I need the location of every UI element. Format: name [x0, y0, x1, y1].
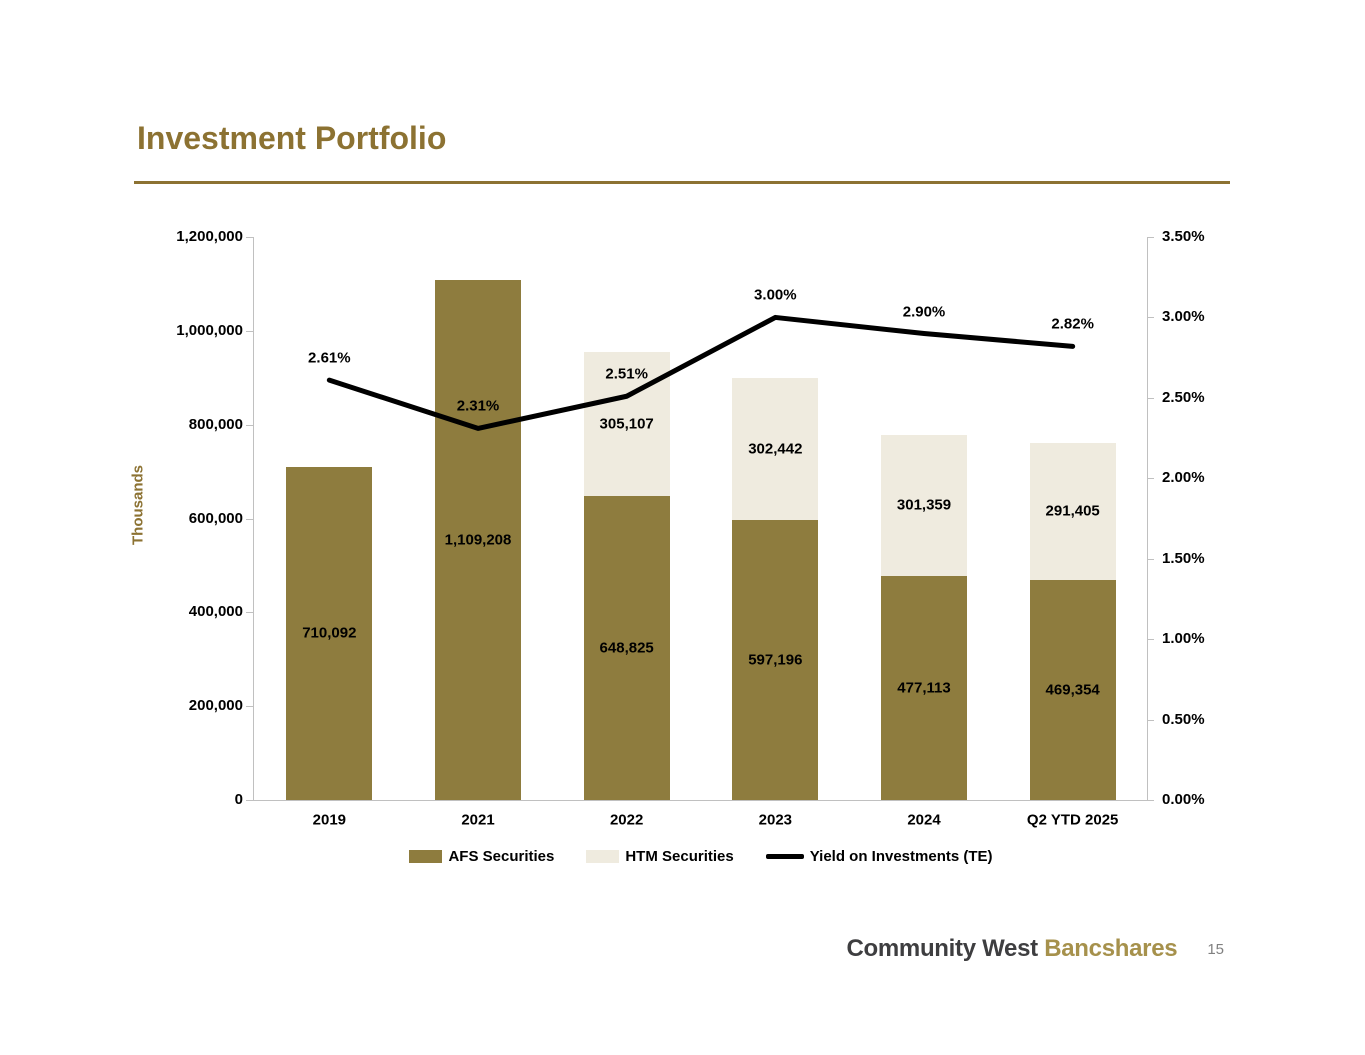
- afs-legend-label: AFS Securities: [448, 848, 555, 865]
- afs-value-label: 469,354: [1045, 681, 1100, 699]
- afs-value-label: 477,113: [897, 679, 951, 697]
- right-axis-tick: [1147, 800, 1154, 801]
- left-axis-tick-label: 1,000,000: [176, 321, 243, 339]
- x-axis-label: Q2 YTD 2025: [1026, 811, 1119, 829]
- right-axis-line: [1147, 237, 1148, 800]
- htm-bar: [1029, 443, 1116, 580]
- right-axis-tick-label: 0.00%: [1162, 791, 1205, 808]
- x-axis-label: 2024: [907, 811, 941, 829]
- afs-value-label: 1,109,208: [444, 531, 512, 549]
- legend-item-yield: Yield on Investments (TE): [765, 848, 993, 865]
- right-axis-tick: [1147, 478, 1154, 480]
- page-title: Investment Portfolio: [137, 120, 447, 156]
- left-axis-tick: [246, 800, 253, 801]
- htm-value-label: 291,405: [1045, 502, 1100, 520]
- left-axis-tick-label: 200,000: [188, 697, 243, 715]
- afs-bar: [732, 519, 819, 800]
- right-axis-tick-label: 3.50%: [1162, 228, 1205, 245]
- htm-bar: [881, 434, 967, 577]
- afs-bar: [286, 466, 373, 800]
- right-axis-tick: [1147, 317, 1154, 319]
- left-axis-tick: [246, 424, 253, 426]
- afs-bar: [881, 576, 967, 800]
- yield-point-label: 2.31%: [456, 397, 500, 415]
- legend-item-afs: AFS Securities: [409, 848, 554, 865]
- brand-secondary: Bancshares: [1044, 935, 1178, 962]
- afs-bar: [583, 495, 670, 800]
- htm-value-label: 301,359: [896, 496, 952, 514]
- left-axis-tick-label: 0: [234, 791, 243, 808]
- afs-value-label: 597,196: [748, 651, 803, 669]
- yield-point-label: 2.82%: [1051, 315, 1094, 333]
- yield-point-label: 2.51%: [605, 365, 648, 383]
- htm-value-label: 305,107: [599, 415, 654, 433]
- htm-legend-label: HTM Securities: [625, 848, 734, 865]
- afs-series-swatch: [409, 850, 443, 863]
- page-number: 15: [1207, 940, 1224, 958]
- htm-series-swatch: [586, 850, 620, 863]
- right-axis-tick-label: 2.00%: [1162, 469, 1205, 487]
- x-axis-label: 2019: [312, 811, 347, 829]
- brand-primary: Community West: [846, 935, 1038, 962]
- footer: Community West Bancshares 15: [846, 935, 1224, 963]
- x-axis-label: 2023: [758, 811, 793, 829]
- bottom-axis-line: [253, 800, 1147, 801]
- left-axis-tick-label: 400,000: [188, 603, 243, 621]
- yield-point-label: 3.00%: [754, 286, 797, 304]
- title-rule: [134, 181, 1230, 184]
- right-axis-tick: [1147, 558, 1154, 560]
- legend-item-htm: HTM Securities: [586, 848, 734, 865]
- left-axis-tick-label: 1,200,000: [176, 228, 243, 245]
- left-axis-line: [253, 237, 254, 800]
- left-axis-tick-label: 600,000: [188, 509, 243, 527]
- left-axis-tick: [246, 518, 253, 520]
- chart-legend: AFS Securities HTM Securities Yield on I…: [255, 848, 1147, 865]
- left-axis-tick: [246, 237, 253, 238]
- yield-point-label: 2.61%: [308, 349, 351, 367]
- right-axis-tick: [1147, 639, 1154, 641]
- htm-value-label: 302,442: [748, 440, 803, 458]
- afs-value-label: 648,825: [599, 639, 654, 657]
- left-axis-tick: [246, 612, 253, 614]
- left-axis-tick: [246, 706, 253, 708]
- right-axis-tick-label: 1.00%: [1162, 630, 1205, 648]
- x-axis-label: 2022: [609, 811, 644, 829]
- afs-value-label: 710,092: [302, 624, 357, 642]
- right-axis-tick-label: 3.00%: [1162, 308, 1205, 326]
- yield-series-swatch: [765, 854, 804, 859]
- right-axis-tick: [1147, 237, 1154, 238]
- right-axis-tick-label: 1.50%: [1162, 549, 1205, 567]
- yield-point-label: 2.90%: [902, 303, 946, 320]
- right-axis-tick: [1147, 719, 1154, 721]
- afs-bar: [1029, 579, 1116, 800]
- right-axis-tick-label: 2.50%: [1162, 388, 1205, 406]
- left-axis-tick-label: 800,000: [188, 415, 243, 433]
- right-axis-tick-label: 0.50%: [1162, 710, 1205, 728]
- right-axis-tick: [1147, 397, 1154, 399]
- left-axis-tick: [246, 330, 253, 332]
- yield-legend-label: Yield on Investments (TE): [809, 848, 993, 865]
- x-axis-label: 2021: [461, 811, 495, 829]
- brand-logo: Community West Bancshares: [846, 935, 1177, 963]
